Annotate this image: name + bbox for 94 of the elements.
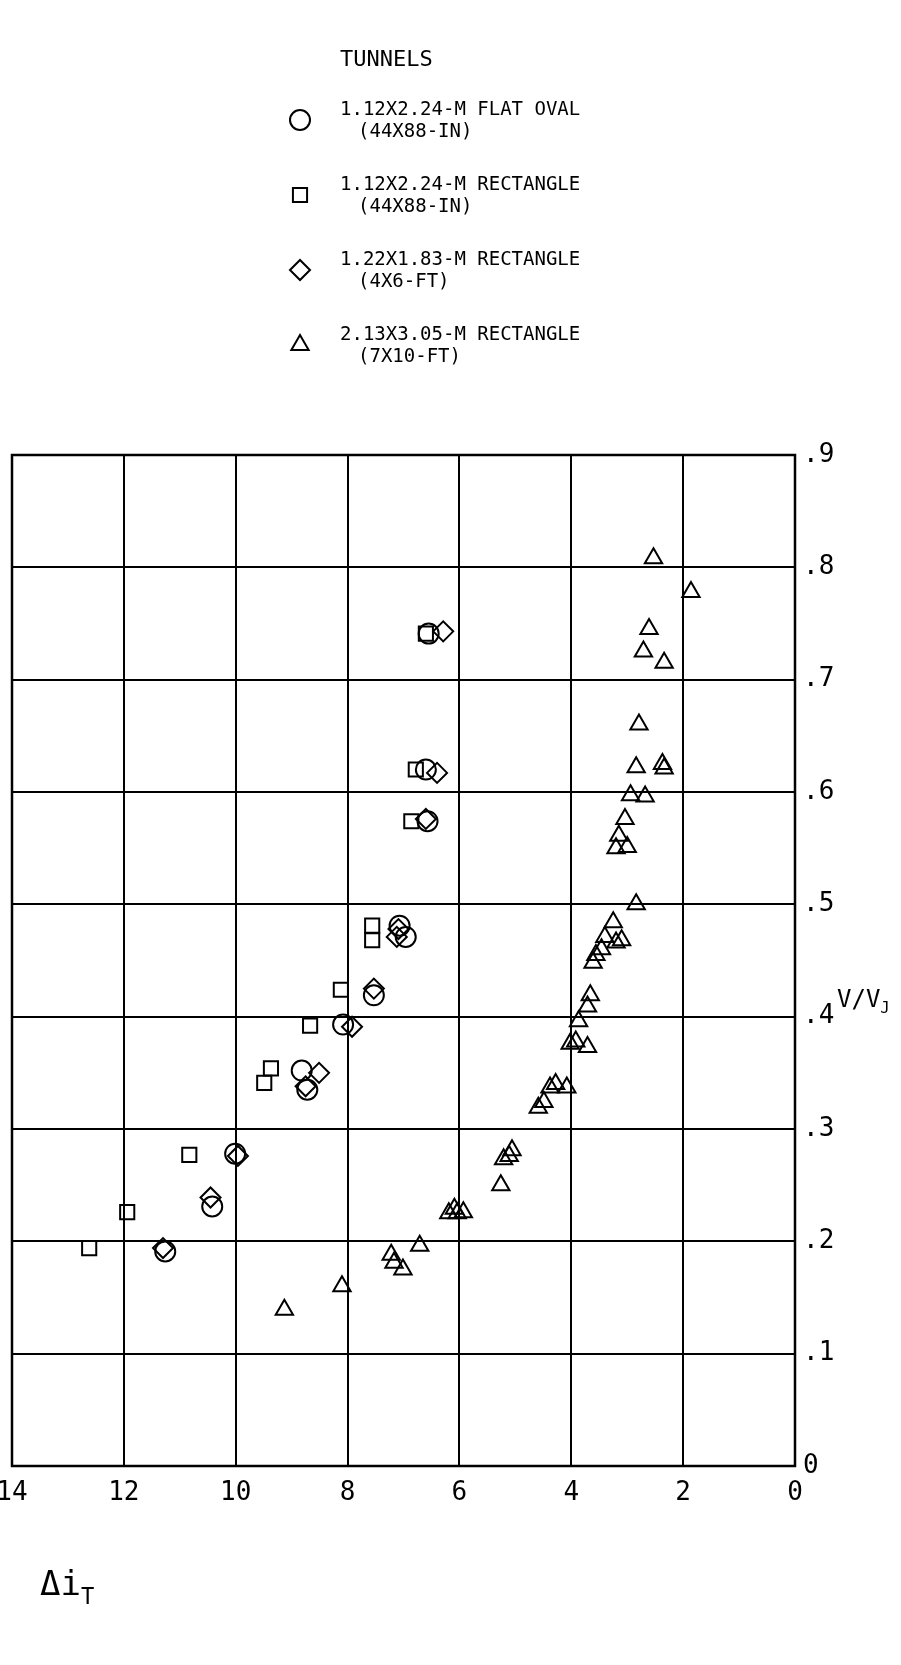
point [560, 1032, 580, 1050]
point [410, 1234, 430, 1252]
point [611, 929, 632, 947]
point [499, 1144, 519, 1162]
point [528, 1096, 548, 1114]
point [577, 995, 598, 1013]
point [256, 1074, 273, 1092]
point [341, 1015, 364, 1038]
point [652, 752, 673, 770]
point [580, 984, 600, 1002]
legend-title: TUNNELS [340, 45, 433, 71]
point [414, 758, 437, 781]
point [417, 622, 440, 645]
point [199, 1186, 222, 1209]
y-tick-label: .4 [803, 999, 835, 1030]
y-tick-label: .3 [803, 1111, 835, 1142]
point [615, 807, 635, 825]
point [308, 1061, 331, 1084]
point [557, 1076, 577, 1094]
point [681, 581, 701, 599]
legend-label: 1.12X2.24-M FLAT OVAL (44X88-IN) [340, 96, 581, 141]
point [643, 547, 664, 565]
point [432, 620, 455, 643]
point [201, 1195, 224, 1218]
point [364, 917, 381, 934]
y-tick-label: .5 [803, 887, 835, 918]
point [534, 1091, 554, 1109]
x-tick-label: 10 [220, 1476, 252, 1507]
point [595, 925, 615, 943]
point [639, 618, 659, 636]
legend-label: 1.12X2.24-M RECTANGLE (44X88-IN) [340, 171, 581, 216]
y-tick-label: .9 [803, 437, 835, 468]
point [394, 925, 417, 948]
point [364, 932, 381, 949]
point [407, 761, 424, 778]
point [302, 1017, 319, 1034]
point [606, 931, 626, 949]
point [654, 757, 674, 775]
point [591, 938, 612, 956]
point [453, 1201, 473, 1219]
point [403, 813, 420, 830]
y-tick-label: .7 [803, 662, 835, 693]
point [393, 1258, 413, 1276]
point [332, 1275, 352, 1293]
point [290, 1059, 313, 1082]
y-tick-label: .8 [803, 550, 835, 581]
y-tick-label: .1 [803, 1336, 835, 1367]
point [362, 977, 385, 1000]
point [262, 1060, 280, 1077]
point [385, 925, 408, 948]
legend-label: 1.22X1.83-M RECTANGLE (4X6-FT) [340, 246, 581, 291]
x-tick-label: 4 [563, 1476, 580, 1507]
point [426, 761, 449, 784]
point [583, 951, 603, 969]
point [635, 785, 655, 803]
point [444, 1197, 465, 1215]
point [491, 1174, 511, 1192]
point [540, 1076, 560, 1094]
point [384, 1251, 404, 1269]
point [181, 1146, 198, 1163]
x-tick-label: 2 [675, 1476, 691, 1507]
point [332, 1013, 355, 1036]
point [362, 984, 385, 1007]
point [493, 1148, 514, 1166]
point [568, 1010, 589, 1028]
point [274, 1298, 295, 1316]
y-tick-label: .2 [803, 1224, 835, 1255]
point [626, 756, 646, 774]
point [502, 1139, 522, 1157]
point [586, 943, 606, 961]
x-tick-label: 14 [0, 1476, 28, 1507]
point [566, 1030, 586, 1048]
point [381, 1243, 401, 1261]
x-tick-label: 6 [451, 1476, 468, 1507]
y-tick-label: .6 [803, 774, 835, 805]
point [629, 713, 649, 731]
legend-label: 2.13X3.05-M RECTANGLE (7X10-FT) [340, 321, 581, 366]
point [654, 651, 674, 669]
y-tick-label: 0 [803, 1448, 819, 1479]
point [577, 1036, 598, 1053]
point [626, 893, 646, 911]
point [81, 1240, 98, 1257]
x-tick-label: 8 [339, 1476, 356, 1507]
point [620, 784, 641, 802]
point [633, 640, 654, 658]
x-tick-label: 12 [108, 1476, 140, 1507]
point [545, 1073, 566, 1091]
point [617, 836, 637, 854]
point [332, 981, 349, 998]
point [119, 1204, 136, 1221]
point [447, 1202, 467, 1220]
point [606, 837, 626, 855]
point [609, 824, 629, 842]
point [603, 911, 623, 929]
